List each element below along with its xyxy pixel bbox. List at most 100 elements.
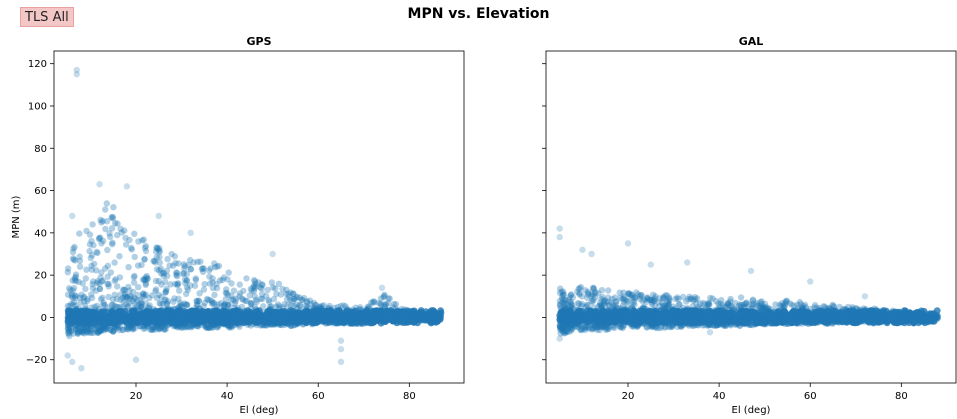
data-point (740, 301, 747, 308)
data-point (84, 296, 91, 303)
data-point (116, 253, 123, 260)
data-point (251, 282, 258, 289)
data-point (620, 298, 628, 306)
data-point (595, 290, 602, 297)
data-point (272, 285, 279, 292)
data-point (563, 328, 570, 336)
data-point (357, 304, 364, 311)
data-point (158, 293, 165, 301)
data-point (153, 244, 161, 251)
data-point (95, 328, 102, 336)
data-point (597, 302, 605, 309)
data-point (737, 301, 745, 309)
data-point (830, 302, 837, 309)
data-point (155, 324, 162, 332)
data-point (758, 298, 765, 305)
data-point (220, 302, 227, 310)
data-point (560, 291, 567, 298)
data-point (157, 325, 164, 332)
data-point (204, 296, 212, 304)
data-point (181, 263, 189, 270)
data-point (251, 278, 259, 285)
data-point (180, 270, 188, 277)
data-point (253, 298, 260, 305)
data-point (252, 280, 259, 287)
data-point (158, 270, 165, 277)
data-point (240, 287, 247, 295)
data-point (585, 290, 592, 297)
data-point (581, 324, 588, 331)
data-point (636, 296, 644, 303)
data-point (108, 301, 116, 308)
outlier-point (123, 183, 131, 190)
data-point (152, 287, 159, 295)
data-point (187, 282, 194, 289)
data-point (707, 294, 714, 302)
data-point (194, 302, 201, 309)
data-point (654, 324, 662, 332)
data-point (222, 308, 229, 316)
data-point (153, 244, 160, 252)
data-point (279, 285, 286, 293)
data-point (347, 316, 355, 324)
data-point (77, 327, 84, 334)
data-point (109, 241, 116, 248)
data-point (706, 300, 713, 308)
data-point (96, 327, 103, 334)
data-point (781, 303, 788, 310)
data-point (111, 291, 118, 298)
data-point (64, 329, 72, 337)
data-point (369, 299, 377, 306)
data-point (242, 297, 249, 304)
data-point (569, 325, 576, 332)
data-point (224, 302, 232, 309)
data-point (836, 303, 843, 311)
data-point (556, 322, 564, 330)
data-point (153, 254, 160, 261)
data-point (69, 255, 77, 262)
data-point (410, 319, 418, 326)
data-point (96, 285, 104, 293)
data-point (663, 292, 671, 299)
data-point (259, 295, 266, 302)
data-point (250, 288, 258, 295)
data-point (660, 302, 667, 309)
data-point (560, 296, 567, 304)
data-point (750, 300, 757, 308)
data-point (380, 293, 387, 301)
data-point (66, 285, 73, 292)
data-point (244, 307, 251, 314)
data-point (93, 323, 101, 330)
y-tick-label: 80 (34, 144, 47, 155)
data-point (558, 294, 566, 302)
data-point (73, 324, 80, 332)
data-point (140, 236, 147, 243)
data-point (641, 296, 648, 303)
data-point (114, 231, 121, 239)
data-point (94, 328, 101, 335)
data-point (71, 277, 79, 284)
data-point (141, 244, 149, 251)
data-point (258, 281, 266, 288)
data-point (126, 287, 133, 294)
data-point (778, 300, 786, 307)
data-point (116, 274, 124, 281)
data-point (277, 291, 284, 298)
data-point (149, 326, 156, 333)
data-point (83, 266, 90, 273)
data-point (103, 200, 111, 207)
data-point (800, 302, 807, 310)
data-point (715, 300, 722, 307)
data-point (282, 290, 290, 298)
data-point (616, 323, 623, 330)
data-point (385, 300, 392, 307)
data-point (652, 293, 659, 300)
data-point (65, 325, 73, 332)
data-point (665, 302, 672, 310)
data-point (130, 288, 137, 296)
data-point (257, 295, 264, 302)
data-point (155, 325, 163, 332)
data-point (95, 328, 102, 335)
data-point (84, 328, 92, 336)
data-point (98, 240, 105, 247)
